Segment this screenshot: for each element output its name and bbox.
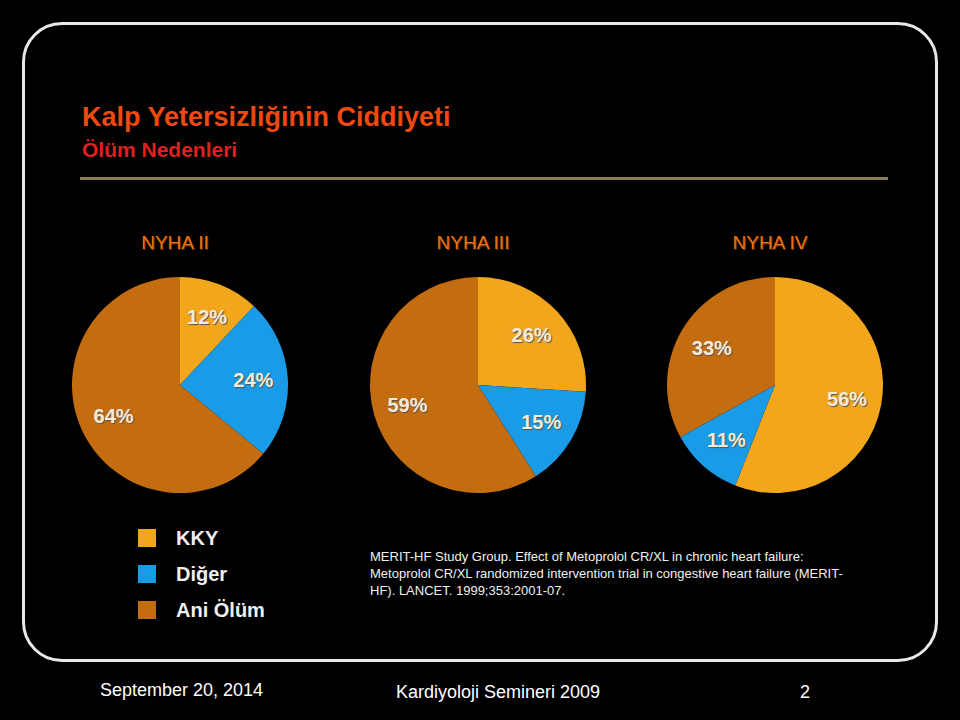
- html-text:Diğer: Diğer: [176, 562, 228, 585]
- html-text:NYHA II: NYHA II: [141, 232, 209, 253]
- svg-text:59%: 59%: [387, 394, 427, 416]
- svg-text:64%: 64%: [94, 405, 134, 427]
- html-text:Ölüm Nedenleri: Ölüm Nedenleri: [82, 138, 238, 161]
- html-text:Ani Ölüm: Ani Ölüm: [176, 598, 265, 621]
- svg-text:24%: 24%: [233, 369, 273, 391]
- html-text:2: 2: [800, 682, 810, 702]
- html-text:KKY: KKY: [176, 526, 219, 549]
- html-text:NYHA IV: NYHA IV: [732, 232, 808, 253]
- svg-text:56%: 56%: [827, 388, 867, 410]
- html-text:Kardiyoloji Semineri 2009: Kardiyoloji Semineri 2009: [396, 682, 601, 702]
- svg-text:15%: 15%: [521, 411, 561, 433]
- svg-text:12%: 12%: [187, 306, 227, 328]
- html-text:Kalp Yetersizliğinin Ciddiyeti: Kalp Yetersizliğinin Ciddiyeti: [82, 102, 451, 132]
- html-text:NYHA III: NYHA III: [436, 232, 510, 253]
- svg-text:33%: 33%: [692, 337, 732, 359]
- html-text:September 20, 2014: September 20, 2014: [100, 680, 264, 700]
- svg-text:11%: 11%: [707, 429, 746, 451]
- html-text:MERIT-HF Study Group. Effect o: MERIT-HF Study Group. Effect of Metoprol…: [370, 549, 843, 598]
- svg-text:26%: 26%: [512, 324, 552, 346]
